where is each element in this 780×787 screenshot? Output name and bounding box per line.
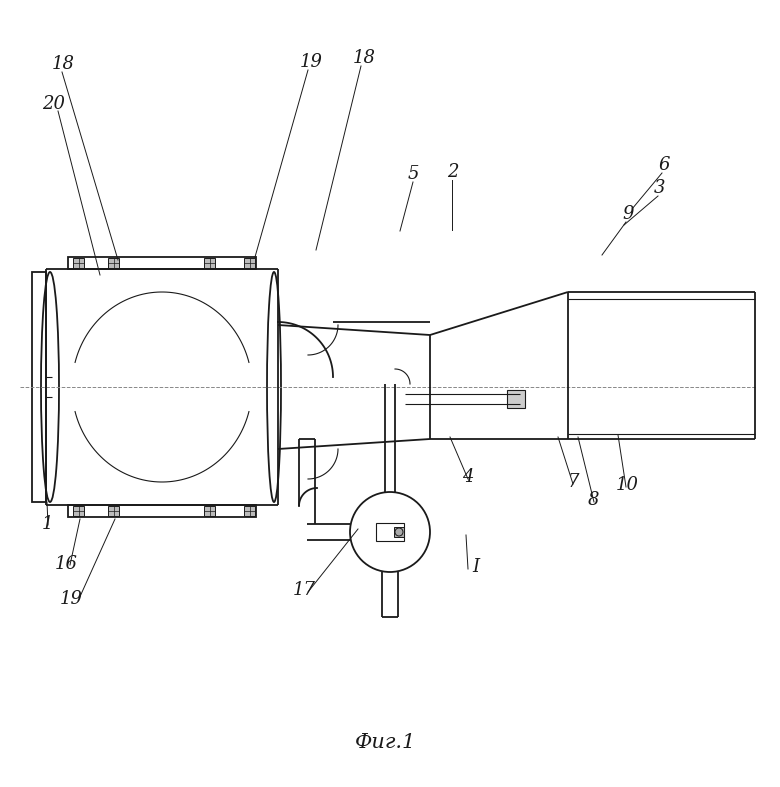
Text: I: I — [472, 558, 479, 576]
Text: 3: 3 — [654, 179, 665, 197]
Text: 6: 6 — [658, 156, 669, 174]
Text: 2: 2 — [447, 163, 459, 181]
Bar — [68, 505, 256, 517]
Text: 16: 16 — [55, 555, 78, 573]
Bar — [73, 506, 84, 516]
Text: 1: 1 — [42, 515, 54, 533]
Text: 7: 7 — [568, 473, 580, 491]
Text: 19: 19 — [300, 53, 323, 71]
Bar — [32, 272, 46, 502]
Text: 9: 9 — [622, 205, 633, 223]
Bar — [68, 257, 256, 269]
Bar — [108, 258, 119, 268]
Text: 4: 4 — [462, 468, 473, 486]
Text: 10: 10 — [616, 476, 639, 494]
Text: 17: 17 — [293, 581, 316, 599]
Bar — [108, 506, 119, 516]
Text: 18: 18 — [52, 55, 75, 73]
Bar — [394, 527, 404, 537]
Bar — [73, 258, 84, 268]
Text: 19: 19 — [60, 590, 83, 608]
Bar — [244, 258, 255, 268]
Bar — [204, 258, 215, 268]
Bar — [244, 506, 255, 516]
Bar — [376, 523, 404, 541]
Text: Фиг.1: Фиг.1 — [354, 733, 416, 752]
Text: 5: 5 — [408, 165, 420, 183]
Bar — [507, 390, 525, 408]
Text: 8: 8 — [588, 491, 600, 509]
Text: 18: 18 — [353, 49, 376, 67]
Bar — [204, 506, 215, 516]
Text: 20: 20 — [42, 95, 65, 113]
